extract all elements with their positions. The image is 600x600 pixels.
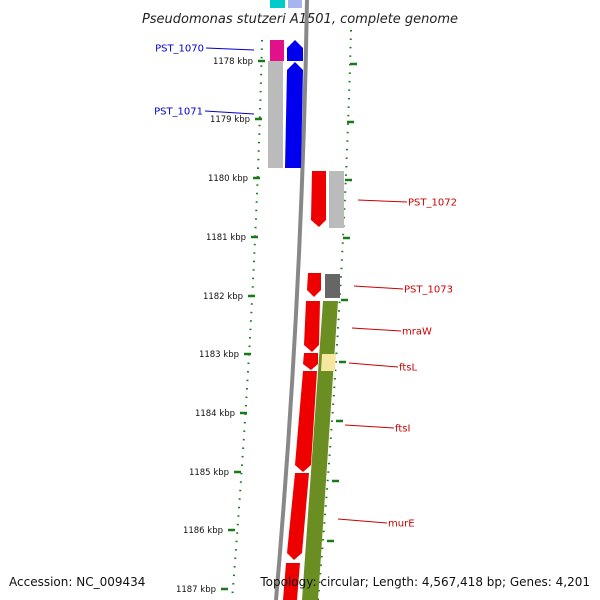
cog-gray-block xyxy=(268,61,283,168)
gene-murE[interactable] xyxy=(287,473,309,560)
gene-PST_1071[interactable] xyxy=(285,62,303,168)
cog-gray-block-2 xyxy=(329,171,344,228)
cog-cyan-block xyxy=(270,0,285,8)
genome-backbone xyxy=(274,0,309,600)
tick-label: 1180 kbp xyxy=(208,174,248,184)
minus-strand-genes xyxy=(268,0,303,168)
tick-label: 1185 kbp xyxy=(189,468,229,478)
gene-labels: PST_1070 PST_1071 PST_1072 PST_1073 mraW ftsL… xyxy=(154,44,457,530)
leader-line xyxy=(344,424,395,429)
gene-PST_1070[interactable] xyxy=(287,40,303,61)
page-title: Pseudomonas stutzeri A1501, complete gen… xyxy=(142,12,458,27)
gene-ftsI[interactable] xyxy=(295,371,317,472)
gene-mraW[interactable] xyxy=(304,301,320,352)
leader-line xyxy=(351,327,402,332)
gene-label-mraW[interactable]: mraW xyxy=(402,327,432,338)
cog-dark-gray-block xyxy=(325,274,340,298)
leader-line xyxy=(204,110,255,115)
tick-label: 1183 kbp xyxy=(199,350,239,360)
scale-ticks: 1178 kbp 1179 kbp 1180 kbp 1181 kbp 1182 kbp… xyxy=(176,57,357,595)
cog-magenta-block xyxy=(270,40,284,61)
tick-label: 1182 kbp xyxy=(203,292,243,302)
gene-arrow-top xyxy=(288,0,302,8)
gene-label-PST_1070[interactable]: PST_1070 xyxy=(155,44,204,55)
tick-label: 1184 kbp xyxy=(195,409,235,419)
gene-label-ftsI[interactable]: ftsI xyxy=(395,424,410,435)
leader-line xyxy=(357,199,408,203)
gene-label-PST_1071[interactable]: PST_1071 xyxy=(154,107,203,118)
tick-label: 1181 kbp xyxy=(206,233,246,243)
accession-text: Accession: NC_009434 xyxy=(9,575,145,589)
cog-pale-yellow-block xyxy=(321,354,336,371)
tick-label: 1179 kbp xyxy=(210,115,250,125)
gene-label-PST_1073[interactable]: PST_1073 xyxy=(404,285,453,296)
leader-line xyxy=(337,518,388,524)
topology-text: Topology: circular; Length: 4,567,418 bp… xyxy=(259,575,590,589)
gene-PST_1073[interactable] xyxy=(307,273,321,297)
gene-label-murE[interactable]: murE xyxy=(388,519,415,530)
tick-label: 1186 kbp xyxy=(183,526,223,536)
leader-line xyxy=(348,362,399,368)
gene-PST_1072[interactable] xyxy=(311,171,326,227)
leader-line xyxy=(205,47,255,51)
gene-label-PST_1072[interactable]: PST_1072 xyxy=(408,198,457,209)
leader-line xyxy=(353,285,404,290)
tick-label: 1187 kbp xyxy=(176,585,216,595)
gene-ftsL[interactable] xyxy=(303,353,318,370)
plus-strand-genes xyxy=(283,171,344,600)
tick-label: 1178 kbp xyxy=(213,57,253,67)
gene-bottom xyxy=(283,563,300,600)
cog-olive-track xyxy=(302,301,338,600)
gene-label-ftsL[interactable]: ftsL xyxy=(399,363,417,374)
